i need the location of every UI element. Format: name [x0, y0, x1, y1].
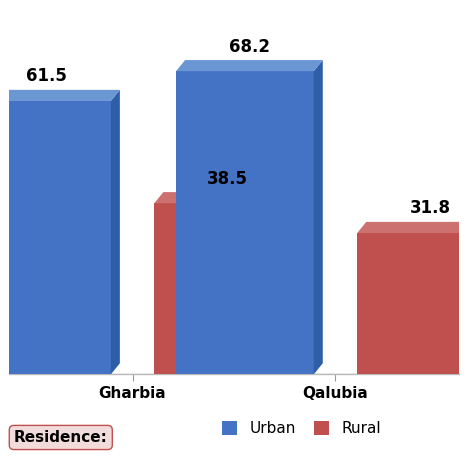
- Polygon shape: [292, 192, 301, 374]
- Text: Residence:: Residence:: [14, 430, 108, 445]
- Polygon shape: [111, 90, 120, 374]
- Polygon shape: [357, 233, 468, 374]
- Text: 38.5: 38.5: [207, 170, 248, 188]
- Polygon shape: [176, 60, 323, 71]
- Polygon shape: [154, 203, 292, 374]
- Polygon shape: [0, 90, 120, 101]
- Polygon shape: [314, 60, 323, 374]
- Polygon shape: [154, 192, 301, 203]
- Text: 31.8: 31.8: [410, 199, 451, 218]
- Polygon shape: [357, 222, 468, 233]
- Text: 68.2: 68.2: [229, 37, 270, 56]
- Text: 61.5: 61.5: [26, 67, 67, 85]
- Polygon shape: [0, 101, 111, 374]
- Legend: Urban, Rural: Urban, Rural: [222, 421, 381, 436]
- Polygon shape: [176, 71, 314, 374]
